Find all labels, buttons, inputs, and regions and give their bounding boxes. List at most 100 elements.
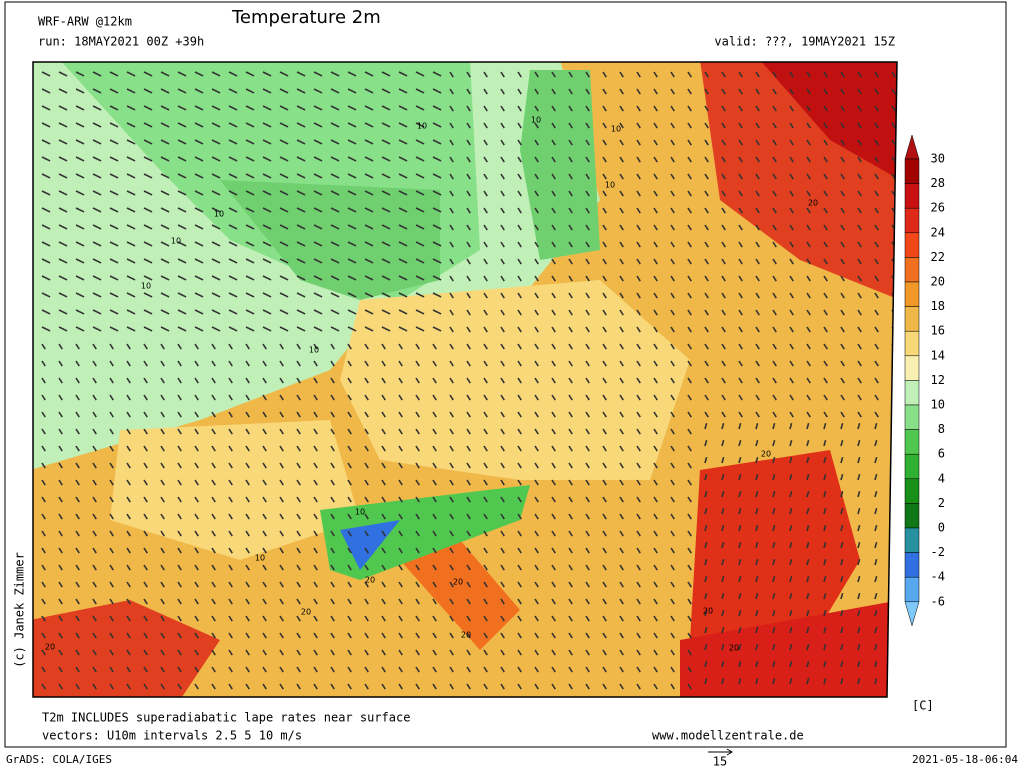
wind-arrow [449, 615, 454, 622]
wind-arrow [415, 649, 420, 656]
wind-arrow [75, 105, 85, 111]
wind-arrow [874, 661, 878, 668]
wind-arrow [857, 360, 862, 367]
wind-arrow [211, 343, 216, 350]
wind-arrow [585, 683, 590, 690]
wind-arrow [636, 224, 641, 231]
wind-arrow [160, 258, 170, 264]
wind-arrow [687, 292, 692, 299]
wind-arrow [738, 241, 743, 248]
wind-arrow [687, 632, 692, 639]
wind-arrow [381, 241, 391, 247]
wind-arrow [653, 496, 658, 503]
wind-arrow [517, 139, 522, 146]
wind-arrow [551, 343, 556, 350]
wind-arrow [704, 644, 708, 651]
wind-arrow [585, 122, 590, 129]
wind-arrow [568, 598, 573, 605]
wind-arrow [585, 173, 590, 180]
wind-arrow [449, 632, 454, 639]
wind-arrow [653, 615, 658, 622]
wind-arrow [92, 207, 102, 213]
wind-arrow [398, 207, 408, 213]
wind-arrow [228, 411, 233, 418]
colorbar-unit: [C] [912, 699, 934, 713]
wind-arrow [602, 71, 607, 78]
wind-arrow [789, 423, 793, 430]
wind-arrow [517, 88, 522, 95]
wind-arrow [143, 598, 148, 605]
wind-arrow [92, 377, 97, 384]
wind-arrow [398, 496, 403, 503]
wind-arrow [126, 275, 136, 281]
wind-arrow [857, 678, 861, 685]
wind-arrow [415, 88, 425, 94]
wind-arrow [296, 496, 301, 503]
wind-arrow [738, 360, 743, 367]
wind-arrow [160, 547, 165, 554]
wind-arrow [704, 474, 708, 481]
wind-arrow [262, 360, 267, 367]
wind-arrow [211, 632, 216, 639]
wind-arrow [704, 309, 709, 316]
wind-arrow [296, 292, 306, 298]
wind-arrow [75, 598, 80, 605]
wind-arrow [466, 309, 471, 316]
wind-arrow [772, 377, 777, 384]
wind-arrow [92, 428, 97, 435]
wind-arrow [126, 462, 131, 469]
wind-arrow [619, 581, 624, 588]
wind-arrow [381, 88, 391, 94]
wind-arrow [347, 513, 352, 520]
wind-arrow [585, 292, 590, 299]
wind-arrow [840, 576, 844, 583]
wind-arrow [857, 491, 861, 498]
wind-arrow [381, 564, 386, 571]
wind-arrow [602, 156, 607, 163]
wind-arrow [296, 309, 306, 315]
wind-arrow [364, 241, 374, 247]
wind-arrow [398, 462, 403, 469]
wind-arrow [143, 411, 148, 418]
wind-arrow [772, 423, 776, 430]
wind-arrow [534, 224, 539, 231]
wind-arrow [211, 530, 216, 537]
wind-arrow [245, 258, 255, 264]
wind-arrow [806, 139, 811, 146]
wind-arrow [245, 513, 250, 520]
wind-arrow [330, 564, 335, 571]
wind-arrow [772, 559, 776, 566]
wind-arrow [449, 173, 454, 180]
wind-arrow [755, 241, 760, 248]
wind-arrow [823, 542, 827, 549]
wind-arrow [194, 632, 199, 639]
wind-arrow [602, 258, 607, 265]
wind-arrow [602, 615, 607, 622]
wind-arrow [143, 377, 148, 384]
wind-arrow [143, 666, 148, 673]
wind-arrow [279, 411, 284, 418]
wind-arrow [653, 71, 658, 78]
wind-arrow [160, 632, 165, 639]
wind-arrow [92, 530, 97, 537]
wind-arrow [704, 343, 709, 350]
wind-arrow [653, 462, 658, 469]
wind-arrow [313, 666, 318, 673]
wind-arrow [143, 207, 153, 213]
wind-arrow [347, 275, 357, 281]
wind-arrow [58, 598, 63, 605]
wind-arrow [449, 258, 454, 265]
wind-arrow [755, 292, 760, 299]
wind-arrow [789, 258, 794, 265]
wind-arrow [857, 139, 862, 146]
wind-arrow [126, 326, 136, 332]
wind-arrow [670, 428, 675, 435]
wind-arrow [364, 479, 369, 486]
wind-arrow [857, 593, 861, 600]
wind-arrow [823, 457, 827, 464]
wind-arrow [500, 360, 505, 367]
wind-arrow [500, 513, 505, 520]
wind-arrow [721, 139, 726, 146]
wind-arrow [840, 394, 845, 401]
wind-arrow [245, 377, 250, 384]
